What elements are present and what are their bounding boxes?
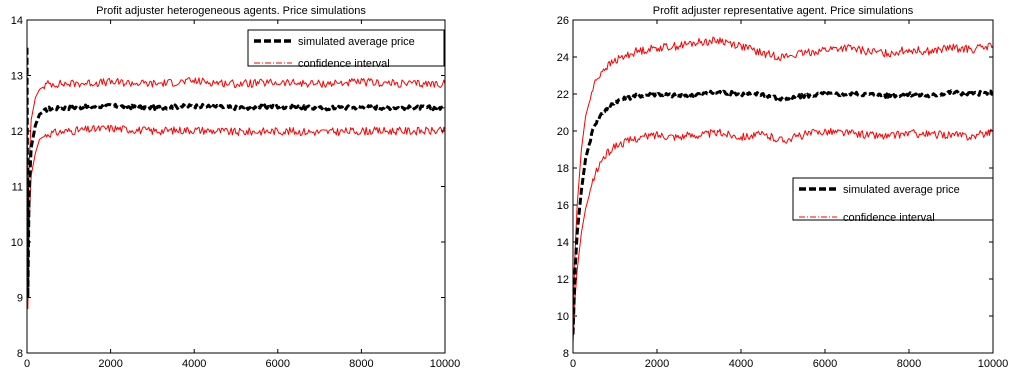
- legend-label: confidence interval: [843, 212, 935, 224]
- chart-panel-representative: Profit adjuster representative agent. Pr…: [557, 5, 1009, 370]
- series-line-average: [27, 47, 445, 299]
- y-tick-label: 10: [557, 311, 569, 323]
- x-tick-label: 8000: [349, 358, 373, 370]
- y-tick-label: 9: [17, 293, 23, 305]
- y-tick-label: 26: [557, 15, 569, 27]
- x-tick-label: 2000: [645, 358, 669, 370]
- y-tick-label: 20: [557, 126, 569, 138]
- x-tick-label: 0: [570, 358, 576, 370]
- legend-label: confidence interval: [298, 58, 390, 70]
- y-tick-label: 14: [557, 237, 569, 249]
- y-tick-label: 18: [557, 163, 569, 175]
- tick-layer: 0 2000 4000 6000 8000 10000 8 10 12 14 16 18 20 22 24 2…: [557, 15, 1009, 370]
- legend: simulated average price confidence interv…: [792, 177, 994, 224]
- series-line-lower-band: [27, 75, 445, 310]
- y-tick-label: 8: [17, 348, 23, 360]
- chart-title: Profit adjuster representative agent. Pr…: [653, 5, 914, 17]
- x-tick-label: 2000: [98, 358, 122, 370]
- legend-label: simulated average price: [298, 36, 415, 48]
- series-line-lower-band: [573, 127, 993, 344]
- tick-layer: 0 2000 4000 6000 8000 10000 8 9 10 11 12 13 14: [11, 15, 461, 370]
- chart-title: Profit adjuster heterogeneous agents. Pr…: [96, 5, 366, 17]
- y-tick-label: 10: [11, 237, 23, 249]
- y-tick-label: 12: [557, 274, 569, 286]
- series-layer: [27, 47, 445, 310]
- x-tick-label: 10000: [430, 358, 461, 370]
- y-tick-label: 14: [11, 15, 23, 27]
- x-tick-label: 4000: [729, 358, 753, 370]
- y-tick-label: 12: [11, 126, 23, 138]
- x-tick-label: 10000: [978, 358, 1009, 370]
- y-tick-label: 13: [11, 71, 23, 83]
- legend-label: simulated average price: [843, 184, 960, 196]
- chart-panel-heterogeneous: Profit adjuster heterogeneous agents. Pr…: [11, 5, 461, 370]
- x-tick-label: 0: [24, 358, 30, 370]
- y-tick-label: 11: [12, 182, 23, 194]
- x-tick-label: 8000: [897, 358, 921, 370]
- x-tick-label: 6000: [813, 358, 837, 370]
- x-tick-label: 4000: [182, 358, 206, 370]
- series-layer: [573, 36, 993, 344]
- legend-box: [792, 177, 994, 221]
- series-line-average: [573, 89, 993, 335]
- y-tick-label: 24: [557, 52, 569, 64]
- y-tick-label: 16: [557, 200, 569, 212]
- y-tick-label: 22: [557, 89, 569, 101]
- y-tick-label: 8: [563, 348, 569, 360]
- x-tick-label: 6000: [266, 358, 290, 370]
- series-line-upper-band: [573, 36, 993, 326]
- series-line-upper-band: [27, 58, 445, 265]
- legend-box: [247, 29, 445, 67]
- legend: simulated average price confidence interv…: [247, 29, 445, 70]
